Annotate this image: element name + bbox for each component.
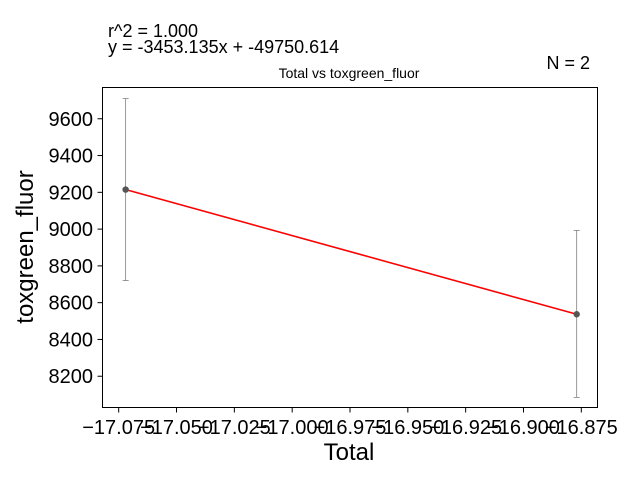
x-tick-label: −17.000	[256, 417, 329, 439]
x-axis-ticks: −17.075−17.050−17.025−17.000−16.975−16.9…	[82, 407, 618, 439]
x-axis-label: Total	[324, 439, 375, 466]
y-tick-label: 9400	[49, 146, 94, 168]
plot-marks	[122, 98, 580, 398]
fit-equation-annotation: y = -3453.135x + -49750.614	[108, 37, 339, 57]
x-tick-label: −16.950	[371, 417, 444, 439]
y-axis-ticks: 8200 8400 8600 8800 9000 9200 9400 9600	[49, 109, 103, 388]
y-axis-label: toxgreen_fluor	[12, 170, 39, 323]
data-point	[122, 186, 129, 193]
y-tick-label: 8400	[49, 329, 94, 351]
fit-line	[125, 188, 577, 316]
x-tick-label: −16.975	[314, 417, 387, 439]
y-tick-label: 8600	[49, 293, 94, 315]
x-tick-label: −17.075	[82, 417, 155, 439]
plot-area-frame	[102, 87, 598, 408]
chart-title: Total vs toxgreen_fluor	[279, 65, 420, 81]
x-tick-label: −17.025	[198, 417, 271, 439]
data-point	[573, 311, 580, 318]
sample-count-annotation: N = 2	[546, 53, 590, 73]
y-tick-label: 8800	[49, 256, 94, 278]
x-tick-label: −16.925	[429, 417, 502, 439]
y-tick-label: 9000	[49, 219, 94, 241]
x-tick-label: −17.050	[140, 417, 213, 439]
y-tick-label: 8200	[49, 366, 94, 388]
x-tick-label: −16.875	[545, 417, 618, 439]
y-tick-label: 9200	[49, 182, 94, 204]
r-squared-annotation: r^2 = 1.000	[108, 21, 198, 41]
y-tick-label: 9600	[49, 109, 94, 131]
x-tick-label: −16.900	[487, 417, 560, 439]
